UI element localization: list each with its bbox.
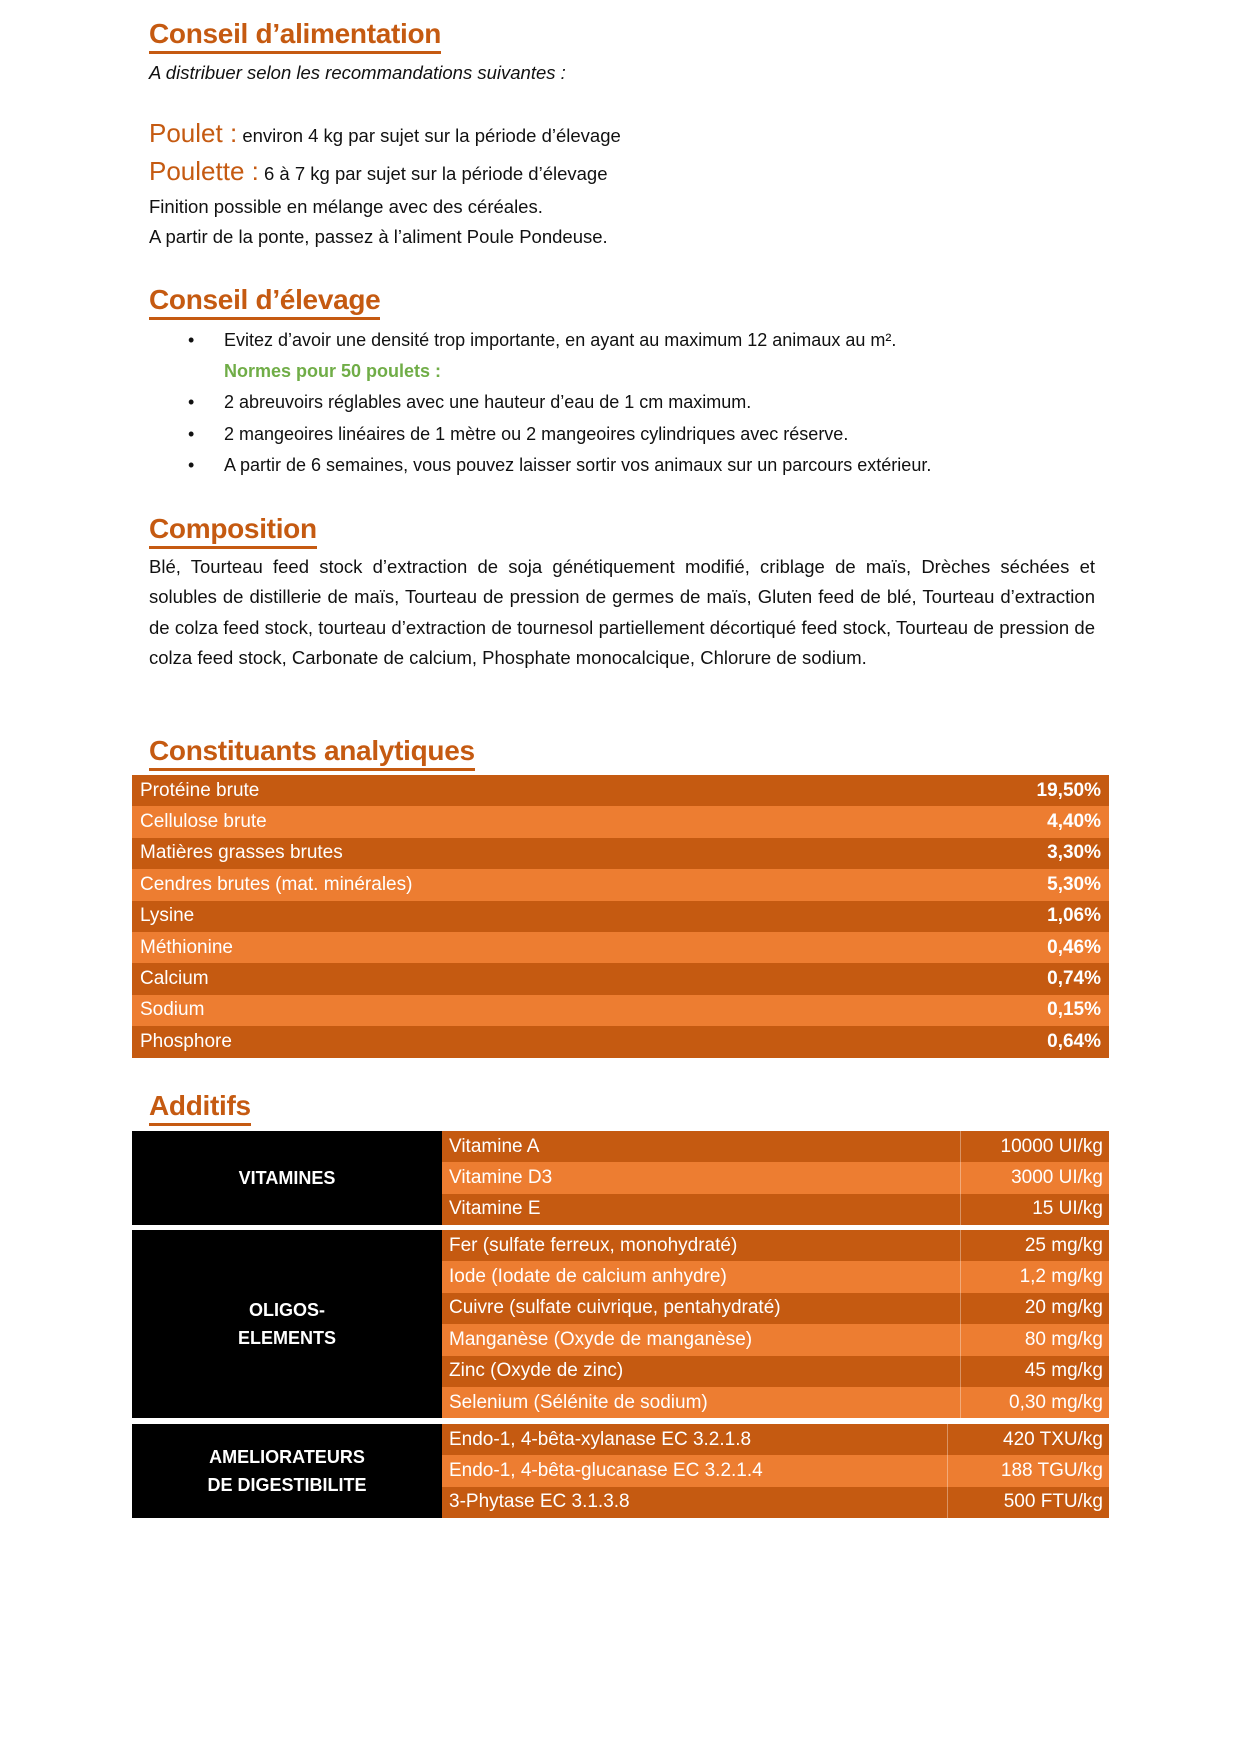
additive-row: Iode (Iodate de calcium anhydre) 1,2 mg/k… [442,1261,1109,1293]
bullet-text: A partir de 6 semaines, vous pouvez lais… [224,455,932,475]
additive-value: 45 mg/kg [1024,1360,1103,1382]
additive-value: 3000 UI/kg [1011,1167,1103,1189]
feeding-line-2: A partir de la ponte, passez à l’aliment… [149,226,608,247]
additive-row: Fer (sulfate ferreux, monohydraté) 25 mg/… [442,1230,1109,1262]
bullet-item: • 2 mangeoires linéaires de 1 mètre ou 2 … [188,424,849,444]
group-label: OLIGOS- ELEMENTS [132,1230,442,1419]
constituent-value: 0,64% [1047,1030,1101,1052]
constituent-name: Phosphore [140,1030,232,1052]
additive-name: Vitamine A [442,1131,961,1163]
analytics-row: Calcium 0,74% [132,963,1109,995]
breeding-heading: Conseil d’élevage [149,284,381,320]
additive-row: Selenium (Sélénite de sodium) 0,30 mg/kg [442,1386,1109,1419]
additive-row: Vitamine A 10000 UI/kg [442,1131,1109,1163]
bullet-item: • Evitez d’avoir une densité trop importa… [188,330,897,350]
additive-value: 420 TXU/kg [1003,1428,1103,1450]
bullet-text: 2 abreuvoirs réglables avec une hauteur … [224,392,752,412]
additive-row: Vitamine E 15 UI/kg [442,1193,1109,1226]
analytics-row: Protéine brute 19,50% [132,775,1109,807]
feeding-heading: Conseil d’alimentation [149,18,441,54]
poulette-label: Poulette : [149,156,259,186]
additive-name: 3-Phytase EC 3.1.3.8 [442,1486,948,1519]
additive-value: 0,30 mg/kg [1009,1391,1103,1413]
additive-value: 1,2 mg/kg [1019,1266,1103,1288]
constituent-value: 4,40% [1047,811,1101,833]
constituent-name: Méthionine [140,936,233,958]
group-label: AMELIORATEURS DE DIGESTIBILITE [132,1424,442,1519]
bullet-text: 2 mangeoires linéaires de 1 mètre ou 2 m… [224,424,849,444]
analytics-row: Méthionine 0,46% [132,931,1109,964]
constituent-value: 0,46% [1047,936,1101,958]
additive-value: 500 FTU/kg [1003,1491,1103,1513]
group-rows: Vitamine A 10000 UI/kg Vitamine D3 3000 UI/… [442,1131,1109,1226]
constituent-name: Calcium [140,968,209,990]
constituent-name: Cellulose brute [140,811,267,833]
analytics-row: Sodium 0,15% [132,994,1109,1027]
constituent-name: Matières grasses brutes [140,842,343,864]
additive-name: Fer (sulfate ferreux, monohydraté) [442,1230,961,1262]
additives-heading: Additifs [149,1090,251,1126]
analytics-row: Matières grasses brutes 3,30% [132,837,1109,870]
analytics-table: Protéine brute 19,50% Cellulose brute 4,40%… [132,775,1109,1058]
bullet-text: Evitez d’avoir une densité trop importan… [224,330,897,350]
additive-name: Selenium (Sélénite de sodium) [442,1386,961,1419]
additive-value: 15 UI/kg [1032,1198,1103,1220]
poulette-line: Poulette : 6 à 7 kg par sujet sur la pér… [149,158,608,185]
bullet-item: • 2 abreuvoirs réglables avec une hauteur… [188,392,752,412]
additive-value: 10000 UI/kg [1000,1135,1103,1157]
additives-group-vitamins: VITAMINES Vitamine A 10000 UI/kg Vitamine D… [132,1131,1109,1226]
composition-heading: Composition [149,513,317,549]
analytics-row: Phosphore 0,64% [132,1026,1109,1058]
additive-row: Cuivre (sulfate cuivrique, pentahydraté)… [442,1292,1109,1325]
additive-value: 25 mg/kg [1024,1234,1103,1256]
additive-name: Vitamine D3 [442,1162,961,1194]
additive-row: Endo-1, 4-bêta-glucanase EC 3.2.1.4 188 T… [442,1455,1109,1487]
constituent-value: 3,30% [1047,842,1101,864]
additives-group-digestibility: AMELIORATEURS DE DIGESTIBILITE Endo-1, 4-… [132,1424,1109,1519]
additive-row: Zinc (Oxyde de zinc) 45 mg/kg [442,1355,1109,1387]
composition-text: Blé, Tourteau feed stock d’extraction de… [149,556,1095,668]
constituent-value: 0,74% [1047,968,1101,990]
additive-name: Iode (Iodate de calcium anhydre) [442,1261,961,1293]
constituent-name: Cendres brutes (mat. minérales) [140,873,413,895]
additive-name: Endo-1, 4-bêta-xylanase EC 3.2.1.8 [442,1424,948,1456]
bullet-item: • A partir de 6 semaines, vous pouvez lai… [188,455,932,475]
analytics-row: Cellulose brute 4,40% [132,806,1109,838]
constituent-value: 19,50% [1036,779,1101,801]
additive-value: 80 mg/kg [1024,1328,1103,1350]
feeding-line-1: Finition possible en mélange avec des cé… [149,196,543,217]
additive-row: Manganèse (Oxyde de manganèse) 80 mg/kg [442,1324,1109,1356]
constituent-name: Protéine brute [140,779,260,801]
additive-row: Endo-1, 4-bêta-xylanase EC 3.2.1.8 420 TX… [442,1424,1109,1456]
additive-value: 20 mg/kg [1024,1297,1103,1319]
analytics-heading: Constituants analytiques [149,735,475,771]
constituent-name: Sodium [140,999,205,1021]
poulette-text: 6 à 7 kg par sujet sur la période d’élev… [264,163,608,184]
additive-value: 188 TGU/kg [1000,1460,1103,1482]
additives-group-trace-elements: OLIGOS- ELEMENTS Fer (sulfate ferreux, mo… [132,1230,1109,1419]
analytics-row: Lysine 1,06% [132,900,1109,932]
group-rows: Fer (sulfate ferreux, monohydraté) 25 mg/… [442,1230,1109,1419]
additive-row: Vitamine D3 3000 UI/kg [442,1162,1109,1194]
additive-name: Endo-1, 4-bêta-glucanase EC 3.2.1.4 [442,1455,948,1487]
additive-row: 3-Phytase EC 3.1.3.8 500 FTU/kg [442,1486,1109,1519]
poulet-line: Poulet : environ 4 kg par sujet sur la p… [149,120,621,147]
norms-label: Normes pour 50 poulets : [224,361,442,381]
additive-name: Cuivre (sulfate cuivrique, pentahydraté) [442,1292,961,1325]
poulet-text: environ 4 kg par sujet sur la période d’… [242,125,621,146]
poulet-label: Poulet : [149,118,238,148]
additive-name: Manganèse (Oxyde de manganèse) [442,1324,961,1356]
constituent-value: 5,30% [1047,873,1101,895]
group-rows: Endo-1, 4-bêta-xylanase EC 3.2.1.8 420 TX… [442,1424,1109,1519]
analytics-row: Cendres brutes (mat. minérales) 5,30% [132,869,1109,901]
feeding-subtitle: A distribuer selon les recommandations s… [149,62,566,83]
group-label: VITAMINES [132,1131,442,1226]
additive-name: Vitamine E [442,1193,961,1226]
additive-name: Zinc (Oxyde de zinc) [442,1355,961,1387]
constituent-value: 0,15% [1047,999,1101,1021]
constituent-value: 1,06% [1047,905,1101,927]
constituent-name: Lysine [140,905,195,927]
